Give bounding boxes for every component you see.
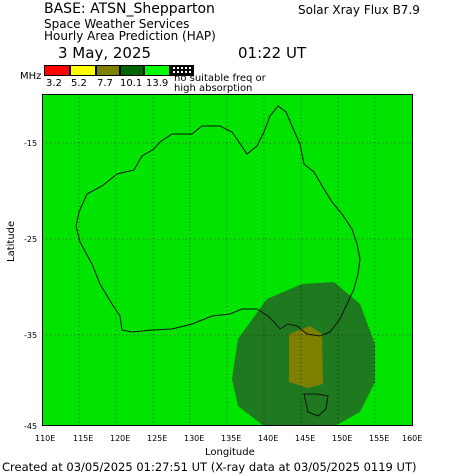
y-tick-minus35: -35	[24, 331, 38, 340]
legend-no-suitable-line1: no suitable freq or	[174, 73, 266, 84]
prediction-time: 01:22 UT	[238, 44, 307, 62]
y-axis-label: Latitude	[6, 220, 17, 262]
map-canvas	[42, 94, 413, 426]
map-grid	[42, 94, 413, 426]
legend-unit: MHz	[20, 71, 42, 82]
tasmania-coastline	[303, 393, 329, 417]
zone-olive	[289, 326, 323, 388]
legend-value-4: 10.1	[120, 78, 143, 89]
x-tick-125e: 125E	[147, 434, 168, 443]
x-tick-155e: 155E	[369, 434, 390, 443]
x-tick-145e: 145E	[295, 434, 316, 443]
x-tick-150e: 150E	[332, 434, 353, 443]
legend-swatch-red	[44, 65, 70, 76]
x-tick-130e: 130E	[184, 434, 205, 443]
y-tick-minus45: -45	[24, 422, 38, 431]
legend-swatch-olive	[96, 65, 120, 76]
product-name: Hourly Area Prediction (HAP)	[44, 29, 216, 43]
legend-swatch-darkgreen	[120, 65, 144, 76]
x-tick-110e: 110E	[35, 434, 56, 443]
prediction-date: 3 May, 2025	[58, 44, 152, 62]
legend-value-3: 7.7	[97, 78, 113, 89]
x-tick-115e: 115E	[73, 434, 94, 443]
x-tick-120e: 120E	[110, 434, 131, 443]
dotted-pattern-icon	[173, 67, 191, 73]
map-frame	[42, 94, 413, 426]
y-tick-minus25: -25	[24, 235, 38, 244]
service-name: Space Weather Services	[44, 17, 190, 31]
x-axis-label: Longitude	[205, 447, 255, 458]
legend-swatch-no-suitable	[170, 65, 194, 76]
x-tick-135e: 135E	[221, 434, 242, 443]
x-tick-160e: 160E	[402, 434, 423, 443]
legend-no-suitable-line2: high absorption	[174, 83, 253, 94]
legend-swatch-green	[144, 65, 170, 76]
legend-value-2: 5.2	[71, 78, 87, 89]
legend-value-5: 13.9	[146, 78, 169, 89]
hap-map	[42, 94, 413, 426]
australia-coastline	[75, 105, 361, 337]
x-tick-140e: 140E	[258, 434, 279, 443]
legend-swatch-yellow	[70, 65, 96, 76]
y-tick-minus15: -15	[24, 139, 38, 148]
legend-value-1: 3.2	[46, 78, 62, 89]
base-station-title: BASE: ATSN_Shepparton	[44, 1, 215, 17]
solar-xray-flux: Solar Xray Flux B7.9	[298, 3, 420, 17]
created-timestamp: Created at 03/05/2025 01:27:51 UT (X-ray…	[2, 460, 417, 474]
